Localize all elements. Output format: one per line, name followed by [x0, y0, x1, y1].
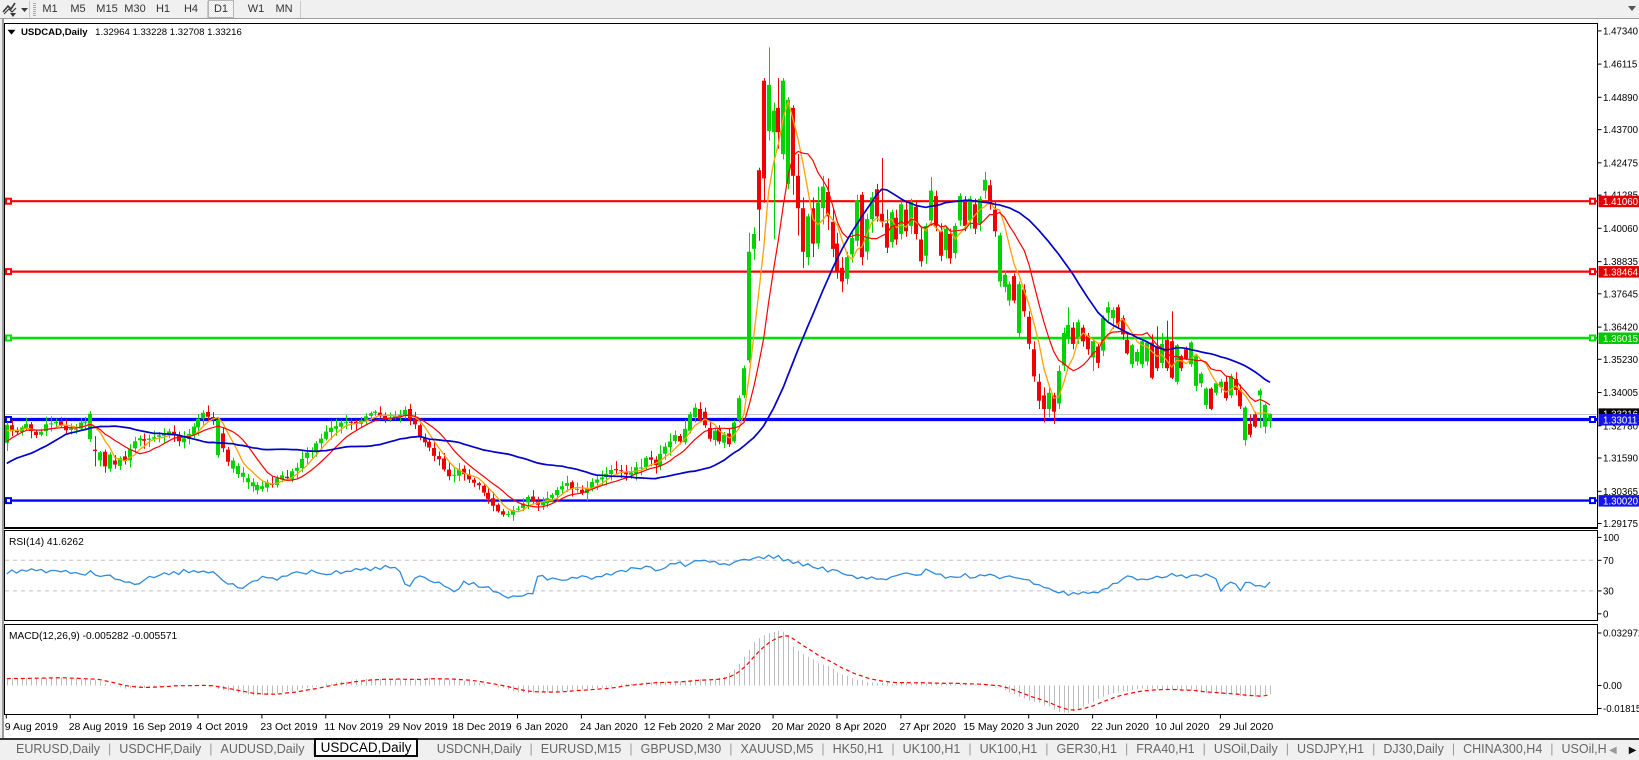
svg-text:0.032972: 0.032972	[1603, 629, 1639, 640]
svg-text:20 Mar 2020: 20 Mar 2020	[772, 721, 831, 733]
svg-text:1.34005: 1.34005	[1603, 388, 1638, 399]
svg-text:29 Nov 2019: 29 Nov 2019	[388, 721, 448, 733]
svg-text:1.47340: 1.47340	[1603, 26, 1639, 37]
svg-text:15 May 2020: 15 May 2020	[963, 721, 1024, 733]
svg-text:1.41060: 1.41060	[1603, 197, 1639, 208]
svg-text:100: 100	[1603, 533, 1620, 544]
svg-text:11 Nov 2019: 11 Nov 2019	[324, 721, 383, 733]
svg-text:22 Jun 2020: 22 Jun 2020	[1091, 721, 1149, 733]
svg-text:1.36015: 1.36015	[1603, 334, 1638, 345]
svg-text:3 Jun 2020: 3 Jun 2020	[1027, 721, 1079, 733]
svg-text:10 Jul 2020: 10 Jul 2020	[1155, 721, 1209, 733]
svg-text:8 Apr 2020: 8 Apr 2020	[836, 721, 887, 733]
svg-text:0.00: 0.00	[1603, 681, 1622, 692]
svg-text:1.30020: 1.30020	[1603, 496, 1639, 507]
svg-text:12 Feb 2020: 12 Feb 2020	[644, 721, 703, 733]
svg-text:0: 0	[1603, 609, 1609, 620]
svg-text:16 Sep 2019: 16 Sep 2019	[133, 721, 193, 733]
svg-text:-0.018154: -0.018154	[1603, 704, 1639, 715]
svg-text:6 Jan 2020: 6 Jan 2020	[516, 721, 568, 733]
svg-text:28 Aug 2019: 28 Aug 2019	[69, 721, 128, 733]
svg-text:2 Mar 2020: 2 Mar 2020	[708, 721, 761, 733]
svg-text:1.40060: 1.40060	[1603, 224, 1639, 235]
svg-text:24 Jan 2020: 24 Jan 2020	[580, 721, 638, 733]
svg-text:1.38835: 1.38835	[1603, 257, 1638, 268]
svg-text:1.32780: 1.32780	[1603, 421, 1639, 432]
svg-text:1.38464: 1.38464	[1603, 267, 1639, 278]
svg-text:MACD(12,26,9) -0.005282 -0.005: MACD(12,26,9) -0.005282 -0.005571	[9, 631, 178, 642]
svg-text:1.37645: 1.37645	[1603, 289, 1638, 300]
svg-text:29 Jul 2020: 29 Jul 2020	[1219, 721, 1273, 733]
svg-text:1.42475: 1.42475	[1603, 158, 1638, 169]
svg-text:1.29175: 1.29175	[1603, 519, 1638, 530]
svg-text:1.31590: 1.31590	[1603, 454, 1639, 465]
svg-text:70: 70	[1603, 556, 1614, 567]
svg-text:23 Oct 2019: 23 Oct 2019	[260, 721, 317, 733]
svg-text:27 Apr 2020: 27 Apr 2020	[899, 721, 956, 733]
svg-text:1.46115: 1.46115	[1603, 60, 1637, 71]
svg-text:30: 30	[1603, 586, 1614, 597]
svg-text:18 Dec 2019: 18 Dec 2019	[452, 721, 512, 733]
svg-text:9 Aug 2019: 9 Aug 2019	[5, 721, 58, 733]
svg-text:1.35230: 1.35230	[1603, 355, 1639, 366]
svg-text:1.36420: 1.36420	[1603, 323, 1639, 334]
svg-text:1.44890: 1.44890	[1603, 93, 1639, 104]
svg-text:4 Oct 2019: 4 Oct 2019	[197, 721, 249, 733]
svg-text:USDCAD,Daily 1.32964 1.33228: USDCAD,Daily 1.32964 1.33228 1.32708 1.3…	[21, 27, 242, 38]
svg-text:1.30365: 1.30365	[1603, 487, 1638, 498]
svg-text:1.43700: 1.43700	[1603, 125, 1639, 136]
svg-text:1.33011: 1.33011	[1603, 415, 1637, 426]
svg-text:RSI(14) 41.6262: RSI(14) 41.6262	[9, 537, 84, 548]
